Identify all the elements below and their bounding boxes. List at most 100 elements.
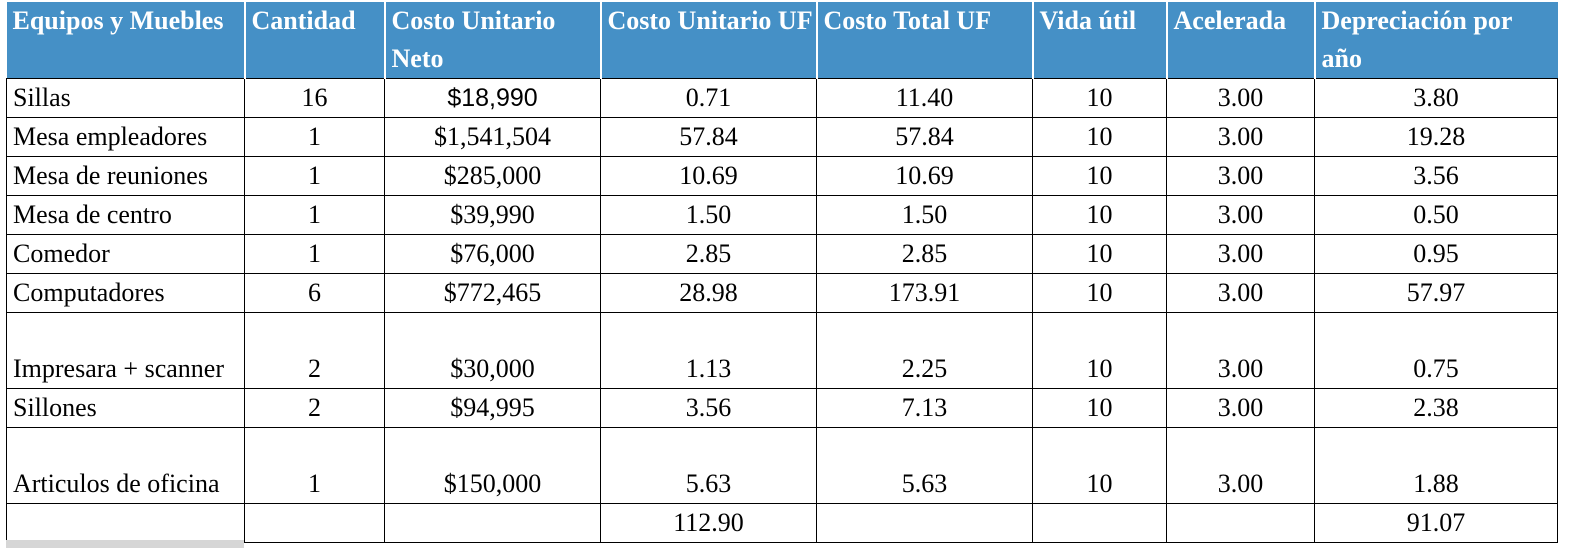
cell-cantidad[interactable]: 1 xyxy=(245,196,385,235)
cell-cantidad[interactable]: 1 xyxy=(245,157,385,196)
cell-item[interactable]: Mesa empleadores xyxy=(7,118,245,157)
cell-vida-util[interactable]: 10 xyxy=(1033,196,1167,235)
cell-acelerada[interactable]: 3.00 xyxy=(1167,196,1315,235)
table-row: Computadores 6 $772,465 28.98 173.91 10 … xyxy=(7,274,1558,313)
cell-costo-neto[interactable]: $285,000 xyxy=(385,157,601,196)
cell-acelerada[interactable]: 3.00 xyxy=(1167,428,1315,504)
cell-costo-total-uf[interactable]: 57.84 xyxy=(817,118,1033,157)
cell-item[interactable]: Sillas xyxy=(7,79,245,118)
cell-acelerada[interactable]: 3.00 xyxy=(1167,118,1315,157)
cell-cantidad[interactable]: 6 xyxy=(245,274,385,313)
cell-costo-total-uf[interactable]: 5.63 xyxy=(817,428,1033,504)
cell-costo-unitario-uf[interactable]: 3.56 xyxy=(601,389,817,428)
cell-vida-util[interactable]: 10 xyxy=(1033,274,1167,313)
cell-empty[interactable] xyxy=(7,504,245,543)
cell-acelerada[interactable]: 3.00 xyxy=(1167,389,1315,428)
cell-depreciacion[interactable]: 57.97 xyxy=(1315,274,1558,313)
cell-acelerada[interactable]: 3.00 xyxy=(1167,157,1315,196)
cell-costo-total-uf[interactable]: 10.69 xyxy=(817,157,1033,196)
cell-item[interactable]: Mesa de centro xyxy=(7,196,245,235)
cell-costo-neto[interactable]: $76,000 xyxy=(385,235,601,274)
cell-depreciacion[interactable]: 2.38 xyxy=(1315,389,1558,428)
cell-costo-total-uf[interactable]: 2.85 xyxy=(817,235,1033,274)
table-row: Articulos de oficina 1 $150,000 5.63 5.6… xyxy=(7,428,1558,504)
cell-cantidad[interactable]: 1 xyxy=(245,118,385,157)
cell-acelerada[interactable]: 3.00 xyxy=(1167,274,1315,313)
table-row: Sillones 2 $94,995 3.56 7.13 10 3.00 2.3… xyxy=(7,389,1558,428)
cell-item[interactable]: Mesa de reuniones xyxy=(7,157,245,196)
cell-depreciacion[interactable]: 0.95 xyxy=(1315,235,1558,274)
cell-cantidad[interactable]: 2 xyxy=(245,389,385,428)
header-vida-util[interactable]: Vida útil xyxy=(1033,2,1167,79)
cell-costo-total-uf[interactable]: 2.25 xyxy=(817,313,1033,389)
cell-cantidad[interactable]: 1 xyxy=(245,235,385,274)
cell-costo-unitario-uf[interactable]: 2.85 xyxy=(601,235,817,274)
cell-costo-unitario-uf[interactable]: 0.71 xyxy=(601,79,817,118)
cell-empty[interactable] xyxy=(1167,504,1315,543)
cell-acelerada[interactable]: 3.00 xyxy=(1167,79,1315,118)
cell-costo-total-uf[interactable]: 1.50 xyxy=(817,196,1033,235)
cell-vida-util[interactable]: 10 xyxy=(1033,118,1167,157)
cell-depreciacion[interactable]: 3.80 xyxy=(1315,79,1558,118)
header-costo-unitario-uf[interactable]: Costo Unitario UF xyxy=(601,2,817,79)
cell-costo-unitario-uf[interactable]: 28.98 xyxy=(601,274,817,313)
cell-cantidad[interactable]: 1 xyxy=(245,428,385,504)
total-costo-unitario-uf[interactable]: 112.90 xyxy=(601,504,817,543)
cell-costo-unitario-uf[interactable]: 1.13 xyxy=(601,313,817,389)
table-row: Impresara + scanner 2 $30,000 1.13 2.25 … xyxy=(7,313,1558,389)
cell-costo-unitario-uf[interactable]: 57.84 xyxy=(601,118,817,157)
cell-acelerada[interactable]: 3.00 xyxy=(1167,235,1315,274)
cell-depreciacion[interactable]: 0.75 xyxy=(1315,313,1558,389)
cell-costo-neto[interactable]: $772,465 xyxy=(385,274,601,313)
cell-vida-util[interactable]: 10 xyxy=(1033,389,1167,428)
cell-depreciacion[interactable]: 0.50 xyxy=(1315,196,1558,235)
cell-depreciacion[interactable]: 19.28 xyxy=(1315,118,1558,157)
cell-costo-unitario-uf[interactable]: 10.69 xyxy=(601,157,817,196)
cell-vida-util[interactable]: 10 xyxy=(1033,313,1167,389)
cell-acelerada[interactable]: 3.00 xyxy=(1167,313,1315,389)
cell-empty[interactable] xyxy=(1033,504,1167,543)
cell-costo-unitario-uf[interactable]: 5.63 xyxy=(601,428,817,504)
header-cantidad[interactable]: Cantidad xyxy=(245,2,385,79)
cell-depreciacion[interactable]: 3.56 xyxy=(1315,157,1558,196)
cell-vida-util[interactable]: 10 xyxy=(1033,157,1167,196)
cell-vida-util[interactable]: 10 xyxy=(1033,428,1167,504)
cell-empty[interactable] xyxy=(245,504,385,543)
cell-vida-util[interactable]: 10 xyxy=(1033,79,1167,118)
table-row: Mesa de centro 1 $39,990 1.50 1.50 10 3.… xyxy=(7,196,1558,235)
cell-item[interactable]: Comedor xyxy=(7,235,245,274)
table-row: Comedor 1 $76,000 2.85 2.85 10 3.00 0.95 xyxy=(7,235,1558,274)
cell-item[interactable]: Sillones xyxy=(7,389,245,428)
header-equipos[interactable]: Equipos y Muebles xyxy=(7,2,245,79)
cell-cantidad[interactable]: 16 xyxy=(245,79,385,118)
cell-empty[interactable] xyxy=(817,504,1033,543)
cell-costo-total-uf[interactable]: 7.13 xyxy=(817,389,1033,428)
cell-costo-total-uf[interactable]: 173.91 xyxy=(817,274,1033,313)
cell-costo-neto[interactable]: $150,000 xyxy=(385,428,601,504)
depreciation-table: Equipos y Muebles Cantidad Costo Unitari… xyxy=(6,2,1558,543)
cell-costo-neto[interactable]: $1,541,504 xyxy=(385,118,601,157)
cell-costo-neto[interactable]: $30,000 xyxy=(385,313,601,389)
cell-empty[interactable] xyxy=(385,504,601,543)
cell-item[interactable]: Impresara + scanner xyxy=(7,313,245,389)
cell-costo-neto[interactable]: $39,990 xyxy=(385,196,601,235)
cell-vida-util[interactable]: 10 xyxy=(1033,235,1167,274)
totals-row: 112.90 91.07 xyxy=(7,504,1558,543)
cell-depreciacion[interactable]: 1.88 xyxy=(1315,428,1558,504)
cell-costo-unitario-uf[interactable]: 1.50 xyxy=(601,196,817,235)
header-acelerada[interactable]: Acelerada xyxy=(1167,2,1315,79)
header-costo-unitario-neto[interactable]: Costo Unitario Neto xyxy=(385,2,601,79)
header-depreciacion[interactable]: Depreciación por año xyxy=(1315,2,1558,79)
header-row: Equipos y Muebles Cantidad Costo Unitari… xyxy=(7,2,1558,79)
total-depreciacion[interactable]: 91.07 xyxy=(1315,504,1558,543)
cell-cantidad[interactable]: 2 xyxy=(245,313,385,389)
cell-costo-total-uf[interactable]: 11.40 xyxy=(817,79,1033,118)
table-row: Sillas 16 $18,990 0.71 11.40 10 3.00 3.8… xyxy=(7,79,1558,118)
selection-highlight xyxy=(6,540,244,548)
cell-costo-neto[interactable]: $18,990 xyxy=(385,79,601,118)
cell-item[interactable]: Articulos de oficina xyxy=(7,428,245,504)
table-row: Mesa de reuniones 1 $285,000 10.69 10.69… xyxy=(7,157,1558,196)
cell-costo-neto[interactable]: $94,995 xyxy=(385,389,601,428)
cell-item[interactable]: Computadores xyxy=(7,274,245,313)
header-costo-total-uf[interactable]: Costo Total UF xyxy=(817,2,1033,79)
